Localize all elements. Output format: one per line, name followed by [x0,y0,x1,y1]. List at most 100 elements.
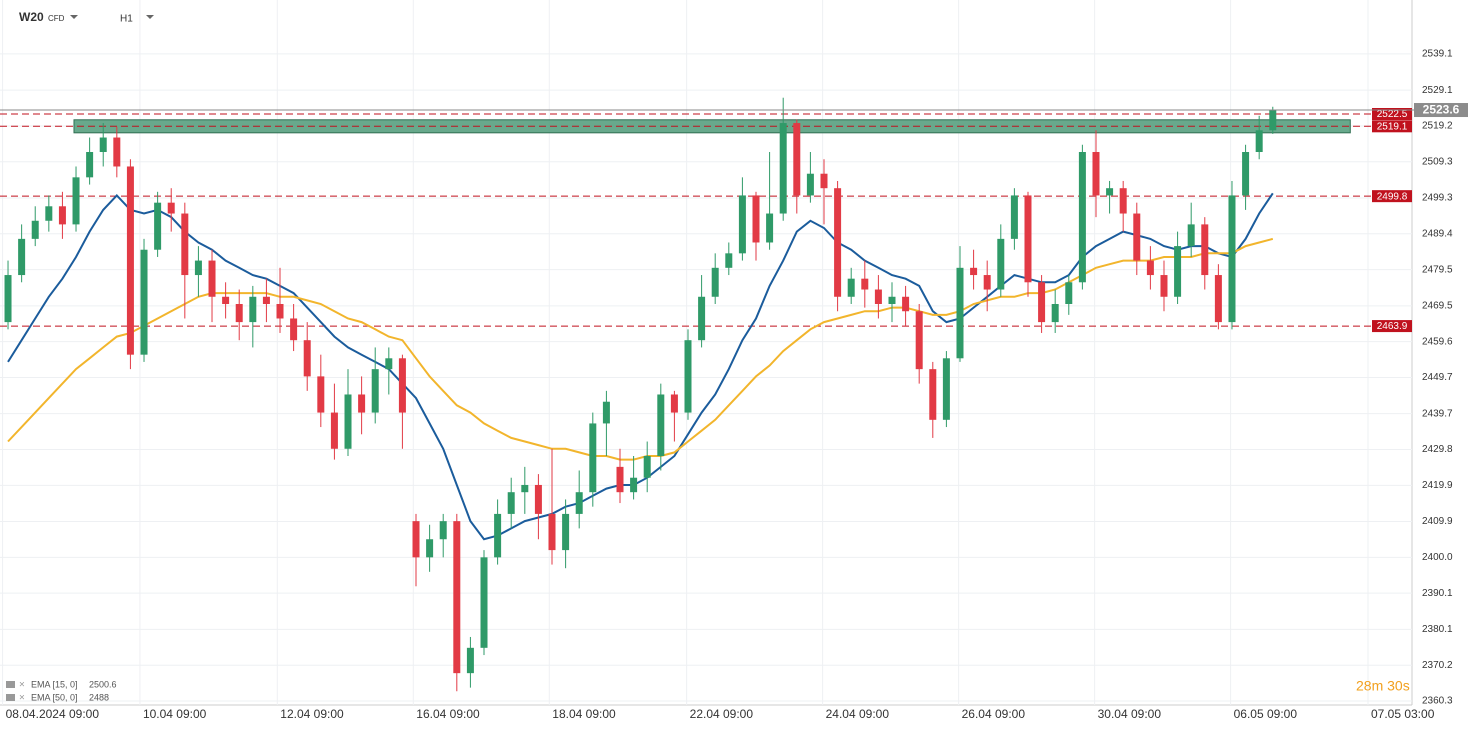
candle-body [643,456,651,478]
candle-body [181,213,189,276]
candle-body [303,340,311,377]
candle-body [167,202,175,214]
candle-body [45,206,53,221]
candle-body [208,260,216,297]
candle-body [126,166,134,355]
candle-body [1174,246,1182,297]
candle-body [997,238,1005,290]
interval[interactable]: H1 [120,14,133,25]
candle-body [616,466,624,493]
candle-body [793,123,801,196]
y-tick-label: 2499.3 [1422,193,1453,204]
candle-body [18,238,26,276]
y-tick-label: 2489.4 [1422,228,1453,239]
candle-body [385,358,393,370]
legend-icon[interactable] [6,694,15,701]
y-tick-label: 2409.9 [1422,516,1453,527]
y-tick-label: 2519.2 [1422,121,1453,132]
legend-name: EMA [15, 0] [31,679,78,689]
candle-body [358,394,366,413]
y-tick-label: 2479.5 [1422,264,1453,275]
x-tick-label: 26.04 09:00 [962,707,1026,721]
candle-body [752,195,760,243]
candle-body [630,477,638,493]
candle-body [929,369,937,420]
candle-body [466,647,474,674]
legend-icon[interactable] [6,681,15,688]
level-label-box [1372,108,1412,121]
candle-body [276,304,284,319]
candle-body [847,278,855,297]
candle-body [317,376,325,413]
y-tick-label: 2529.1 [1422,85,1453,96]
ema-line [7,192,1274,541]
zone [73,119,1351,134]
candle-body [738,195,746,254]
candle-body [521,484,529,493]
level-label-box [1372,190,1412,203]
x-tick-label: 30.04 09:00 [1098,707,1162,721]
candle-body [684,340,692,413]
legend-value: 2488 [89,692,109,702]
candle-body [820,173,828,189]
candle-body [1242,152,1250,196]
y-tick-label: 2429.8 [1422,444,1453,455]
x-tick-label: 07.05 03:00 [1371,707,1435,721]
candle-body [888,296,896,305]
candle-body [1187,224,1195,247]
candle-body [262,296,270,305]
ema-line [7,237,1274,461]
candle-body [834,188,842,297]
candle-body [99,137,107,153]
level-label: 2522.5 [1377,109,1408,120]
x-tick-label: 22.04 09:00 [690,707,754,721]
interval-dropdown[interactable] [146,15,154,19]
candle-body [31,220,39,239]
candle-body [602,401,610,424]
candle-body [779,123,787,214]
candle-body [194,260,202,276]
candle-body [1201,224,1209,276]
candle-body [344,394,352,449]
symbol-dropdown[interactable] [70,15,78,19]
legend-close[interactable]: × [19,680,25,691]
y-tick-label: 2469.5 [1422,300,1453,311]
y-tick-label: 2380.1 [1422,624,1453,635]
y-tick-label: 2370.2 [1422,660,1453,671]
candle-body [983,275,991,290]
legend-name: EMA [50, 0] [31,692,78,702]
candle-body [874,289,882,305]
candle-body [1092,152,1100,196]
x-tick-label: 24.04 09:00 [826,707,890,721]
candle-body [222,296,230,305]
legend-value: 2500.6 [89,679,117,689]
x-tick-label: 18.04 09:00 [552,707,616,721]
level-label: 2519.1 [1377,121,1408,132]
instrument-type: CFD [48,14,65,23]
candle-body [494,513,502,558]
candle-body [942,358,950,420]
candle-body [412,521,420,558]
candle-body [86,152,94,178]
candle-body [1269,110,1277,131]
y-tick-label: 2400.0 [1422,552,1453,563]
y-tick-label: 2360.3 [1422,696,1453,707]
legend-close[interactable]: × [19,693,25,704]
level-label: 2463.9 [1377,321,1408,332]
candle-body [956,267,964,359]
candle-body [1065,282,1073,305]
candle-body [725,253,733,268]
candle-body [439,521,447,540]
candle-body [1255,130,1263,153]
candle-body [1133,213,1141,261]
candle-body [290,318,298,341]
symbol[interactable]: W20 [19,10,44,24]
candle-body [548,513,556,551]
candle-body [861,278,869,290]
candle-body [589,423,597,493]
level-label: 2499.8 [1377,191,1408,202]
current-price-box [1414,103,1468,118]
candle-body [1214,275,1222,323]
candle-body [453,521,461,674]
